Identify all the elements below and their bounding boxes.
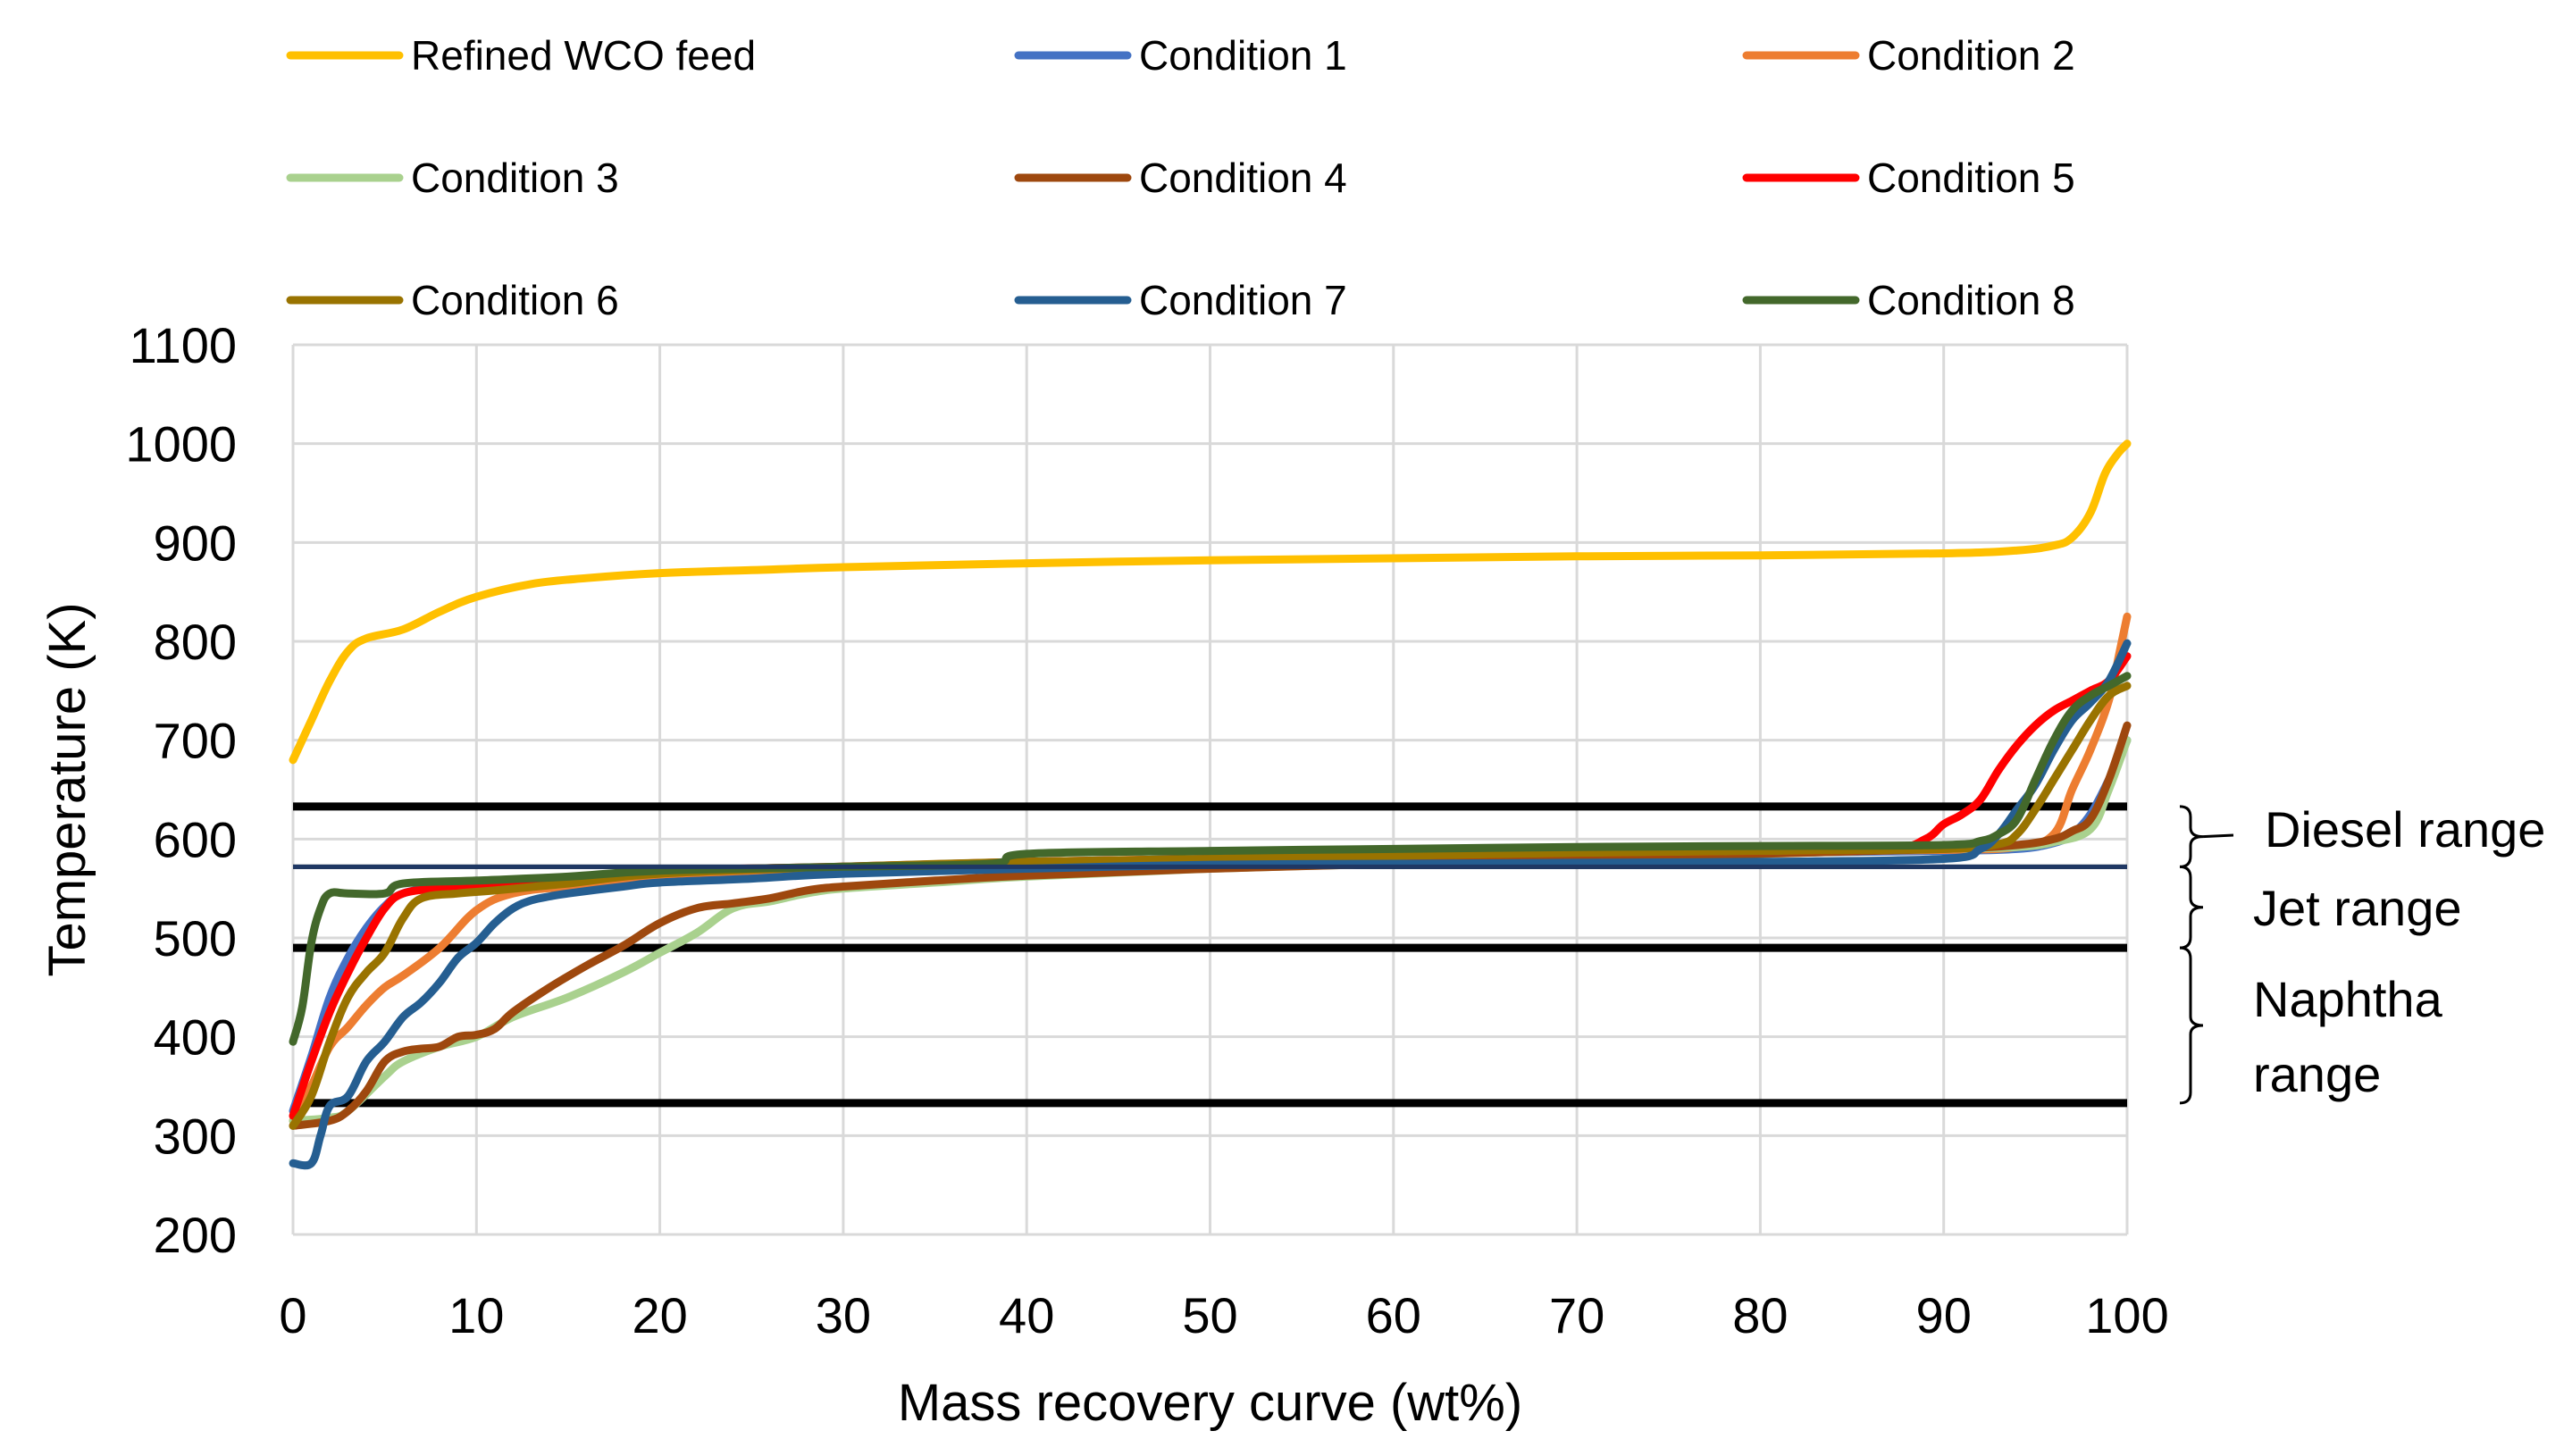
x-tick-label: 70: [1549, 1287, 1604, 1343]
legend-label: Refined WCO feed: [411, 32, 756, 79]
legend-label: Condition 4: [1139, 155, 1347, 201]
x-tick-label: 60: [1366, 1287, 1421, 1343]
x-tick-label: 90: [1916, 1287, 1972, 1343]
series-line-condition-8: [289, 672, 2132, 1046]
x-tick-label: 20: [632, 1287, 687, 1343]
legend-label: Condition 7: [1139, 277, 1347, 323]
jet-range-label: Jet range: [2253, 880, 2462, 936]
x-tick-label: 0: [279, 1287, 306, 1343]
y-tick-label: 500: [154, 910, 237, 966]
diesel-range-brace: [2179, 805, 2204, 868]
x-tick-label: 80: [1732, 1287, 1788, 1343]
y-tick-label: 300: [154, 1108, 237, 1164]
legend-label: Condition 8: [1867, 277, 2075, 323]
naphtha-range-label-line1: Naphtha: [2253, 971, 2443, 1027]
y-tick-label: 600: [154, 811, 237, 867]
y-tick-label: 700: [154, 713, 237, 769]
x-axis-title: Mass recovery curve (wt%): [898, 1374, 1522, 1432]
x-tick-label: 100: [2085, 1287, 2168, 1343]
diesel-range-leader: [2202, 833, 2234, 839]
x-tick-label: 50: [1182, 1287, 1237, 1343]
y-tick-label: 1000: [125, 416, 237, 473]
legend-label: Condition 2: [1867, 32, 2075, 79]
x-tick-label: 40: [999, 1287, 1054, 1343]
legend-label: Condition 5: [1867, 155, 2075, 201]
y-tick-label: 400: [154, 1009, 237, 1066]
y-tick-label: 800: [154, 614, 237, 670]
diesel-range-label: Diesel range: [2265, 801, 2545, 858]
naphtha-range-label-line2: range: [2253, 1046, 2381, 1102]
series-line-condition-6: [289, 682, 2132, 1130]
x-tick-label: 10: [448, 1287, 504, 1343]
x-tick-label: 30: [816, 1287, 871, 1343]
jet-range-brace: [2179, 865, 2204, 950]
naphtha-range-brace: [2179, 946, 2204, 1105]
y-axis-title: Temperature (K): [38, 602, 96, 976]
y-tick-label: 1100: [130, 317, 237, 373]
legend-label: Condition 6: [411, 277, 619, 323]
legend-label: Condition 3: [411, 155, 619, 201]
y-tick-label: 900: [154, 515, 237, 571]
y-tick-label: 200: [154, 1207, 237, 1263]
series-line-refined-wco-feed: [289, 439, 2132, 765]
legend-label: Condition 1: [1139, 32, 1347, 79]
